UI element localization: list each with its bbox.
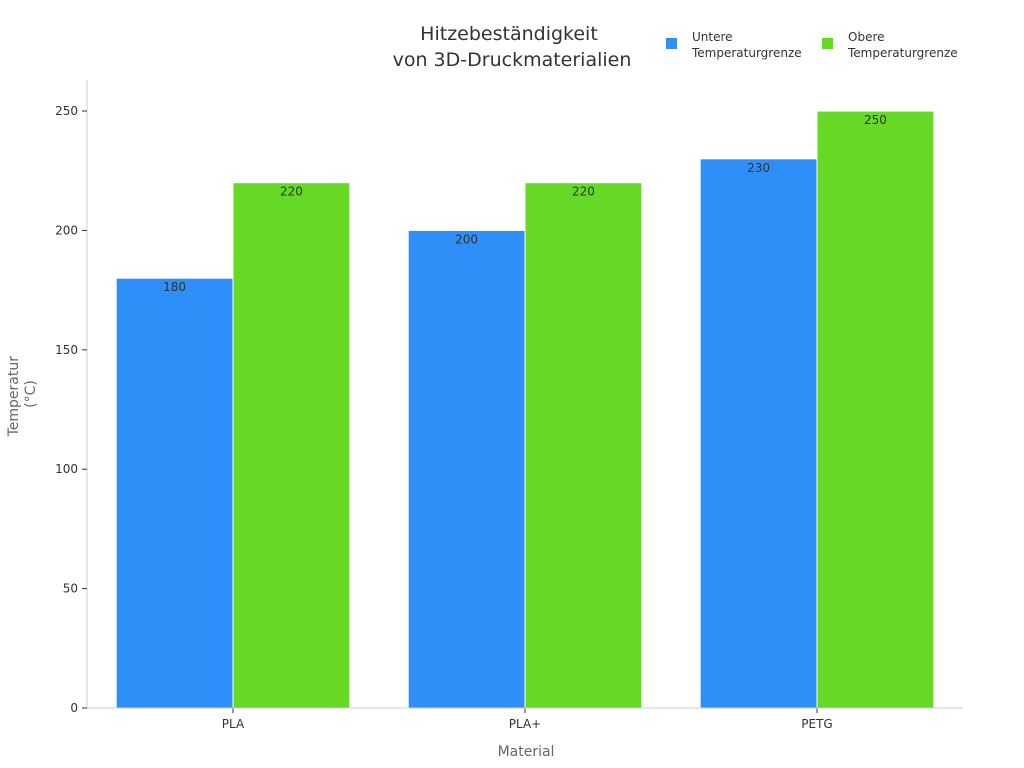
legend-label-upper-line-2: Temperaturgrenze <box>847 46 958 60</box>
legend-label-lower-line-2: Temperaturgrenze <box>691 46 802 60</box>
x-axis: PLA PLA+ PETG <box>87 707 963 731</box>
y-tick-label: 0 <box>70 701 78 715</box>
bars <box>115 110 935 709</box>
legend: Untere Temperaturgrenze Obere Temperatur… <box>666 30 958 60</box>
y-axis-title-line-2: (°C) <box>23 380 39 408</box>
x-tick-label: PLA+ <box>509 717 541 731</box>
data-label: 220 <box>572 185 595 199</box>
y-tick-label: 250 <box>55 104 78 118</box>
y-axis-title-line-1: Temperatur <box>6 356 22 438</box>
data-labels: 180 220 200 220 230 250 <box>163 113 887 294</box>
y-axis: 0 50 100 150 200 250 <box>55 80 88 715</box>
chart-title: Hitzebeständigkeit von 3D-Druckmateriali… <box>393 23 632 71</box>
bar-pla--series-0 <box>407 229 526 709</box>
bar-pla--series-1 <box>524 182 643 709</box>
data-label: 230 <box>747 161 770 175</box>
bar-pla-series-1 <box>232 182 351 709</box>
chart-title-line-1: Hitzebeständigkeit <box>420 23 598 45</box>
legend-label-upper: Obere Temperaturgrenze <box>847 30 958 60</box>
bar-petg-series-0 <box>699 158 818 709</box>
data-label: 220 <box>280 185 303 199</box>
x-tick-label: PETG <box>801 717 832 731</box>
y-axis-title: Temperatur (°C) <box>6 352 39 438</box>
legend-swatch-lower <box>666 38 677 49</box>
chart-title-line-2: von 3D-Druckmaterialien <box>393 49 632 71</box>
y-tick-label: 150 <box>55 343 78 357</box>
legend-swatch-upper <box>822 38 833 49</box>
data-label: 200 <box>455 232 478 246</box>
bar-petg-series-1 <box>816 110 935 709</box>
bar-pla-series-0 <box>115 277 234 709</box>
y-tick-label: 100 <box>55 462 78 476</box>
legend-label-lower: Untere Temperaturgrenze <box>691 30 802 60</box>
legend-label-upper-line-1: Obere <box>848 30 885 44</box>
data-label: 250 <box>864 113 887 127</box>
x-axis-title: Material <box>498 744 555 760</box>
legend-label-lower-line-1: Untere <box>692 30 733 44</box>
data-label: 180 <box>163 280 186 294</box>
y-tick-label: 50 <box>63 582 78 596</box>
x-tick-label: PLA <box>222 717 245 731</box>
y-tick-label: 200 <box>55 223 78 237</box>
